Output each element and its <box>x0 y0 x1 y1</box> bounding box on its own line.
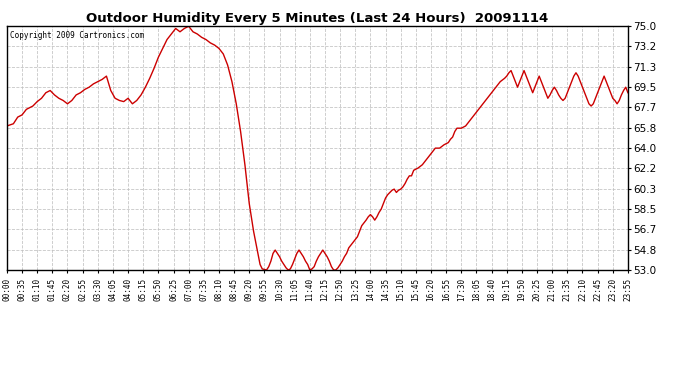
Title: Outdoor Humidity Every 5 Minutes (Last 24 Hours)  20091114: Outdoor Humidity Every 5 Minutes (Last 2… <box>86 12 549 25</box>
Text: Copyright 2009 Cartronics.com: Copyright 2009 Cartronics.com <box>10 31 144 40</box>
